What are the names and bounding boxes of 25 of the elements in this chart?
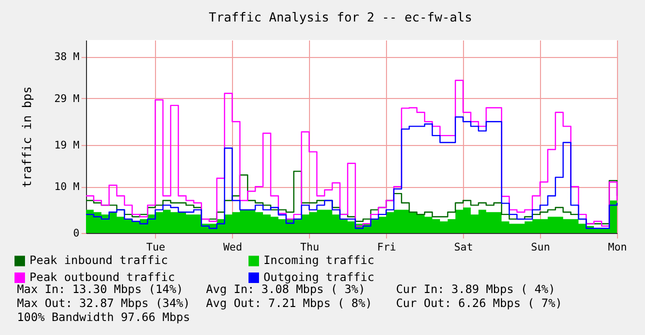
text: Max In: 13.30 Mbps (14%) [17, 282, 184, 296]
legend-label: Peak outbound traffic [30, 270, 175, 284]
x-tick-label: Mon [608, 242, 627, 254]
text: 100% Bandwidth 97.66 Mbps [17, 310, 190, 324]
text: Avg Out: 7.21 Mbps ( 8%) [206, 296, 372, 310]
y-tick-label: 19 M [54, 139, 80, 152]
y-tick-label: 0 [73, 228, 80, 240]
text: Cur In: 3.89 Mbps ( 4%) [396, 282, 556, 296]
text: Max Out: 32.87 Mbps (34%) [17, 296, 190, 310]
x-tick-label: Sun [531, 242, 550, 254]
legend-label: Incoming traffic [264, 253, 374, 268]
y-tick-label: 29 M [54, 92, 80, 105]
legend-label: Outgoing traffic [264, 270, 374, 284]
x-tick-label: Wed [223, 242, 242, 254]
x-tick-label: Tue [146, 242, 166, 254]
y-axis-title: traffic in bps [20, 86, 34, 188]
x-tick-label: Fri [377, 242, 396, 254]
legend-label: Peak inbound traffic [30, 253, 168, 268]
y-tick-label: 10 M [54, 181, 80, 194]
x-tick-label: Sat [454, 242, 474, 254]
text: Cur Out: 6.26 Mbps ( 7%) [396, 296, 562, 310]
text: Avg In: 3.08 Mbps ( 3%) [206, 282, 366, 296]
x-tick-label: Thu [300, 242, 320, 254]
y-tick-label: 38 M [54, 51, 80, 64]
chart-title: Traffic Analysis for 2 -- ec-fw-als [208, 10, 472, 24]
